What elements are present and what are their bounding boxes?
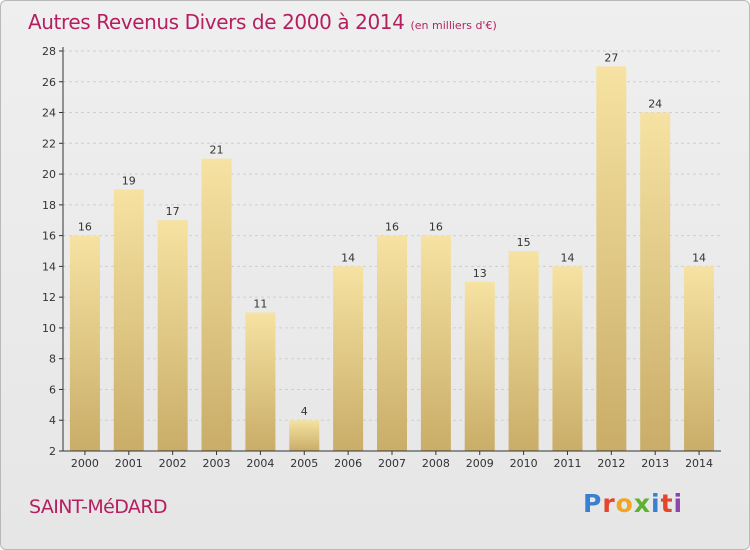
bar-2009 [464, 281, 495, 451]
data-label-2005: 4 [301, 405, 308, 418]
chart-header: Autres Revenus Divers de 2000 à 2014 (en … [28, 10, 497, 34]
y-tick-label: 8 [49, 353, 56, 366]
data-label-2008: 16 [429, 221, 443, 234]
y-tick-label: 22 [42, 137, 56, 150]
bar-2002 [157, 220, 188, 451]
x-tick-label-2007: 2007 [378, 457, 406, 470]
x-tick-label-2001: 2001 [115, 457, 143, 470]
logo-letter: i [651, 489, 661, 518]
x-tick-label-2011: 2011 [553, 457, 581, 470]
x-tick-label-2012: 2012 [597, 457, 625, 470]
bar-2003 [201, 158, 232, 451]
logo-letter: x [633, 489, 651, 518]
y-tick-label: 16 [42, 230, 56, 243]
y-tick-label: 12 [42, 291, 56, 304]
y-tick-label: 28 [42, 45, 56, 58]
bar-2011 [552, 266, 583, 451]
data-label-2013: 24 [648, 98, 662, 111]
bar-2007 [377, 235, 407, 451]
y-tick-label: 10 [42, 322, 56, 335]
x-tick-label-2004: 2004 [246, 457, 274, 470]
data-label-2001: 19 [122, 174, 136, 187]
proxiti-logo: Proxiti [583, 489, 683, 518]
logo-letter: t [660, 489, 674, 518]
logo-letter: o [615, 489, 634, 518]
data-label-2012: 27 [604, 51, 618, 64]
y-tick-label: 24 [42, 107, 56, 120]
x-tick-label-2002: 2002 [159, 457, 187, 470]
x-tick-label-2000: 2000 [71, 457, 99, 470]
logo-letter: r [602, 489, 616, 518]
data-label-2007: 16 [385, 221, 399, 234]
x-tick-label-2013: 2013 [641, 457, 669, 470]
data-label-2004: 11 [253, 298, 267, 311]
x-tick-label-2014: 2014 [685, 457, 713, 470]
data-labels: 16 19 17 21 11 4 14 16 16 13 15 14 27 24 14 [78, 51, 706, 418]
data-label-2002: 17 [166, 205, 180, 218]
bar-2013 [640, 112, 671, 452]
logo-letter: P [583, 489, 603, 518]
y-tick-label: 20 [42, 168, 56, 181]
bar-2006 [333, 266, 364, 451]
x-tick-label-2008: 2008 [422, 457, 450, 470]
bar-2012 [596, 66, 627, 451]
bar-2010 [508, 251, 539, 451]
y-tick-label: 4 [49, 414, 56, 427]
data-label-2011: 14 [560, 251, 574, 264]
y-tick-label: 18 [42, 199, 56, 212]
chart-subtitle: (en milliers d'€) [410, 19, 497, 32]
data-label-2010: 15 [517, 236, 531, 249]
bar-2008 [420, 235, 451, 451]
chart-title: Autres Revenus Divers de 2000 à 2014 [28, 10, 405, 34]
data-label-2006: 14 [341, 251, 355, 264]
bar-2001 [113, 189, 144, 451]
bar-2004 [245, 312, 276, 451]
bar-2000 [69, 235, 100, 451]
bar-2005 [289, 420, 320, 451]
data-label-2003: 21 [210, 144, 224, 157]
bar-2014 [684, 266, 715, 451]
x-tick-label-2010: 2010 [510, 457, 538, 470]
y-tick-label: 2 [49, 445, 56, 458]
bars [69, 66, 715, 452]
data-label-2014: 14 [692, 251, 706, 264]
y-tick-label: 14 [42, 260, 56, 273]
y-tick-label: 26 [42, 76, 56, 89]
y-tick-label: 6 [49, 383, 56, 396]
x-tick-label-2006: 2006 [334, 457, 362, 470]
logo-letter: i [673, 489, 684, 518]
x-tick-label-2009: 2009 [466, 457, 494, 470]
x-tick-label-2005: 2005 [290, 457, 318, 470]
city-name: SAINT-MéDARD [29, 496, 168, 518]
data-label-2000: 16 [78, 221, 92, 234]
x-tick-label-2003: 2003 [203, 457, 231, 470]
data-label-2009: 13 [473, 267, 487, 280]
